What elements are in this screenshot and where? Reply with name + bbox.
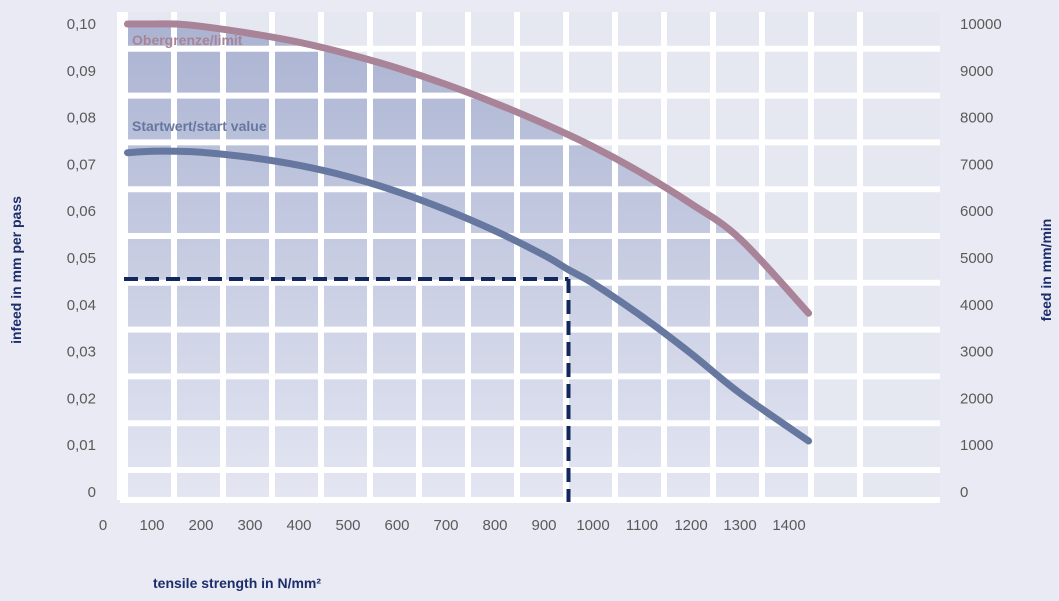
x-axis-title: tensile strength in N/mm² bbox=[153, 575, 321, 591]
x-tick-label: 1200 bbox=[674, 517, 707, 534]
y-left-tick-label: 0,03 bbox=[67, 344, 96, 361]
y-left-tick-label: 0,06 bbox=[67, 203, 96, 220]
y-left-tick-labels: 0 0,01 0,02 0,03 0,04 0,05 0,06 0,07 0,08 0,09 0,1… bbox=[67, 16, 96, 501]
y-left-tick-label: 0,10 bbox=[67, 16, 96, 33]
series-line-start-value bbox=[124, 147, 813, 445]
x-tick-label: 400 bbox=[286, 517, 311, 534]
y-axis-title-right: feed in mm/min bbox=[1038, 219, 1054, 322]
grid bbox=[117, 12, 940, 503]
y-left-tick-label: 0,04 bbox=[67, 297, 96, 314]
series-label-upper-limit: Obergrenze/limit bbox=[132, 32, 243, 48]
y-right-tick-label: 1000 bbox=[960, 437, 993, 454]
y-right-tick-label: 9000 bbox=[960, 63, 993, 80]
x-tick-label: 1300 bbox=[723, 517, 756, 534]
x-tick-label: 100 bbox=[139, 517, 164, 534]
series-label-start-value: Startwert/start value bbox=[132, 118, 267, 134]
y-right-tick-label: 8000 bbox=[960, 110, 993, 127]
y-left-tick-label: 0,02 bbox=[67, 390, 96, 407]
y-left-tick-label: 0,05 bbox=[67, 250, 96, 267]
y-left-tick-label: 0,09 bbox=[67, 63, 96, 80]
y-left-tick-label: 0,07 bbox=[67, 156, 96, 173]
x-tick-label: 600 bbox=[384, 517, 409, 534]
y-right-tick-label: 3000 bbox=[960, 344, 993, 361]
x-tick-label: 700 bbox=[433, 517, 458, 534]
y-axis-title-left: infeed in mm per pass bbox=[8, 196, 24, 344]
series-lines bbox=[124, 20, 813, 445]
y-left-tick-label: 0,01 bbox=[67, 437, 96, 454]
x-tick-label: 800 bbox=[482, 517, 507, 534]
x-tick-label: 900 bbox=[531, 517, 556, 534]
y-right-tick-label: 6000 bbox=[960, 203, 993, 220]
y-right-tick-label: 7000 bbox=[960, 156, 993, 173]
x-tick-labels: 0 100 200 300 400 500 600 700 800 900 1000 1100 1200… bbox=[99, 517, 806, 534]
series-line-upper-limit bbox=[124, 20, 813, 317]
x-tick-label: 1100 bbox=[626, 517, 658, 534]
x-tick-label: 200 bbox=[188, 517, 213, 534]
y-right-tick-label: 0 bbox=[960, 484, 968, 501]
x-tick-label: 500 bbox=[335, 517, 360, 534]
series-labels: Obergrenze/limit Startwert/start value bbox=[132, 32, 267, 134]
x-tick-label: 1000 bbox=[576, 517, 609, 534]
y-right-tick-labels: 0 1000 2000 3000 4000 5000 6000 7000 8000 9000 100… bbox=[960, 16, 1002, 501]
x-tick-label: 1400 bbox=[772, 517, 805, 534]
y-left-tick-label: 0,08 bbox=[67, 110, 96, 127]
x-tick-label: 300 bbox=[237, 517, 262, 534]
y-right-tick-label: 5000 bbox=[960, 250, 993, 267]
y-left-tick-label: 0 bbox=[88, 484, 96, 501]
x-tick-label: 0 bbox=[99, 517, 107, 534]
y-right-tick-label: 2000 bbox=[960, 390, 993, 407]
crosshair-annotation bbox=[124, 277, 571, 502]
plot-background bbox=[120, 12, 940, 500]
y-right-tick-label: 4000 bbox=[960, 297, 993, 314]
y-right-tick-label: 10000 bbox=[960, 16, 1002, 33]
